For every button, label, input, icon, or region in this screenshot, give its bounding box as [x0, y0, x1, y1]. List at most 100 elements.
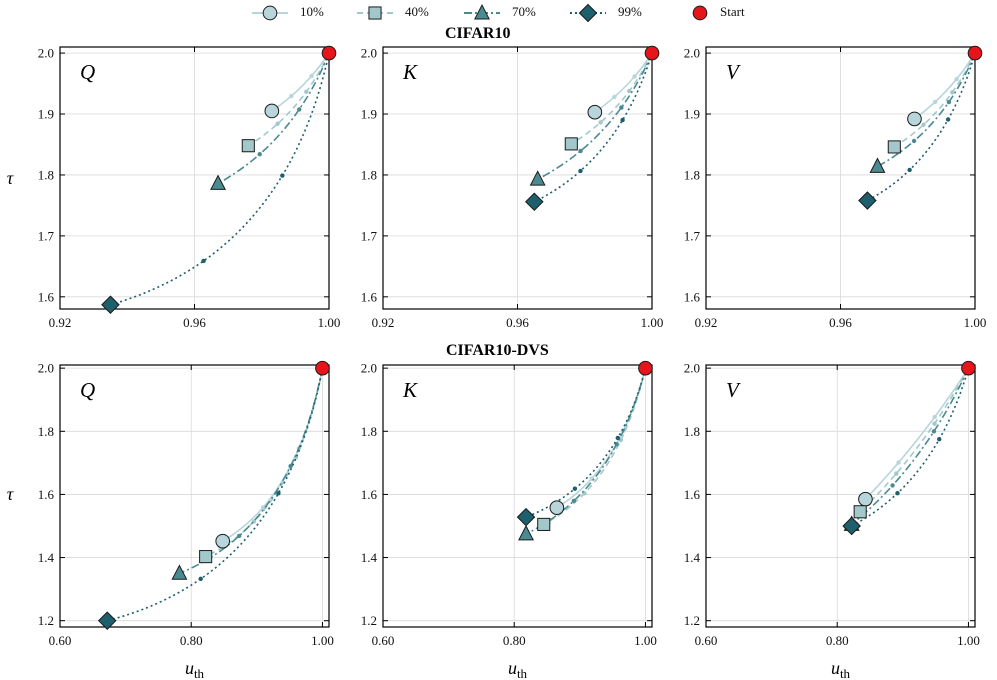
legend-glyph-3 — [578, 3, 598, 22]
y-tick-label: 1.8 — [684, 167, 700, 182]
y-tick-label: 2.0 — [38, 46, 54, 61]
start-point — [315, 360, 330, 376]
y-tick-label: 1.6 — [684, 487, 701, 502]
series-waypoint — [907, 167, 912, 173]
y-tick-label: 1.4 — [684, 550, 701, 565]
legend-glyph-1 — [368, 6, 382, 20]
series-waypoint — [932, 421, 937, 426]
legend-label-start: Start — [720, 4, 745, 19]
series-waypoint — [921, 122, 926, 127]
x-tick-label: 0.96 — [506, 315, 529, 330]
data-point-40pct — [564, 137, 578, 151]
start-point — [638, 360, 653, 376]
x-tick-label: 0.92 — [695, 315, 718, 330]
legend-glyph-2 — [474, 3, 490, 20]
series-waypoint — [615, 435, 620, 441]
series-waypoint — [937, 436, 942, 442]
x-tick-label: 1.00 — [634, 633, 657, 648]
x-axis-label: uth — [508, 658, 528, 680]
series-line-10pct — [864, 367, 970, 500]
series-line-10pct — [222, 368, 324, 542]
series-waypoint — [288, 463, 293, 469]
series-waypoint — [911, 138, 917, 144]
legend-label-10: 10% — [300, 4, 324, 19]
series-waypoint — [954, 76, 959, 82]
series-waypoint — [201, 258, 206, 264]
x-tick-label: 0.96 — [829, 315, 852, 330]
series-line-40pct — [247, 52, 329, 147]
y-tick-label: 2.0 — [38, 361, 54, 376]
y-tick-label: 1.2 — [361, 613, 377, 628]
series-waypoint — [632, 74, 637, 79]
data-point-40pct — [199, 550, 213, 564]
y-tick-label: 2.0 — [361, 46, 377, 61]
series-waypoint — [619, 105, 624, 110]
y-tick-label: 1.6 — [38, 289, 55, 304]
series-line-40pct — [570, 52, 652, 145]
x-tick-label: 0.92 — [49, 315, 72, 330]
series-line-99pct — [525, 367, 647, 518]
series-waypoint — [257, 152, 262, 157]
x-tick-label: 0.80 — [503, 633, 526, 648]
start-point — [961, 360, 976, 376]
series-lines — [851, 367, 970, 527]
series-waypoint — [571, 498, 577, 504]
series-waypoint — [896, 460, 901, 465]
x-tick-label: 1.00 — [311, 633, 334, 648]
data-point-40pct — [537, 517, 551, 531]
series-waypoint — [620, 117, 625, 123]
series-waypoint — [260, 505, 266, 510]
data-point-99pct — [525, 192, 544, 212]
series-line-99pct — [107, 368, 324, 622]
data-point-40pct — [853, 505, 867, 519]
series-waypoint — [297, 107, 302, 112]
series-waypoint — [950, 90, 955, 95]
x-tick-label: 0.60 — [695, 633, 718, 648]
y-tick-label: 2.0 — [361, 361, 377, 376]
panel-Q-cifar10: 0.92 0.96 1.00 1.6 1.7 1.8 1.9 2.0 Q — [38, 46, 341, 330]
panel-K-cifar10dvs: 0.60 0.80 1.00 1.2 1.4 1.6 1.8 2.0 K — [361, 361, 657, 648]
series-lines — [533, 52, 652, 203]
y-tick-label: 1.8 — [361, 424, 377, 439]
series-waypoint — [198, 576, 203, 582]
panel-K-cifar10: 0.92 0.96 1.00 1.6 1.7 1.8 1.9 2.0 K — [361, 46, 664, 330]
series-line-40pct — [893, 52, 975, 148]
legend-marker-99 — [570, 3, 606, 22]
start-point — [644, 45, 660, 61]
row-title-cifar10: CIFAR10 — [445, 25, 511, 42]
series-waypoint — [895, 491, 900, 496]
legend-marker-10 — [252, 5, 288, 21]
series-line-70pct — [179, 368, 324, 575]
axes-frame — [59, 364, 330, 628]
y-tick-label: 2.0 — [684, 46, 700, 61]
y-tick-label: 1.9 — [38, 107, 54, 122]
y-tick-label: 1.8 — [38, 167, 54, 182]
data-point-40pct — [887, 140, 901, 154]
data-point-10pct — [264, 103, 280, 119]
start-point — [967, 45, 983, 61]
data-point-10pct — [858, 491, 873, 507]
y-tick-label: 1.9 — [684, 107, 700, 122]
series-line-70pct — [537, 52, 652, 180]
y-tick-label: 1.4 — [38, 550, 55, 565]
y-tick-label: 1.8 — [38, 424, 54, 439]
series-waypoint — [275, 121, 280, 126]
data-point-10pct — [587, 104, 603, 120]
data-point-99pct — [858, 191, 877, 210]
series-line-99pct — [867, 52, 975, 202]
series-waypoint — [578, 168, 583, 174]
series-line-70pct — [851, 367, 970, 526]
x-tick-label: 0.80 — [180, 633, 203, 648]
series-waypoint — [627, 88, 632, 94]
series-waypoint — [572, 486, 578, 491]
y-tick-label: 1.9 — [361, 107, 377, 122]
legend-marker-70 — [464, 3, 500, 20]
series-line-70pct — [217, 52, 329, 185]
x-tick-label: 0.60 — [372, 633, 395, 648]
data-point-70pct — [171, 564, 188, 580]
panel-label-K: K — [402, 60, 418, 84]
panel-Q-cifar10dvs: 0.60 0.80 1.00 1.2 1.4 1.6 1.8 2.0 Q — [38, 361, 334, 648]
legend-label-99: 99% — [618, 4, 642, 19]
series-waypoint — [289, 93, 294, 99]
